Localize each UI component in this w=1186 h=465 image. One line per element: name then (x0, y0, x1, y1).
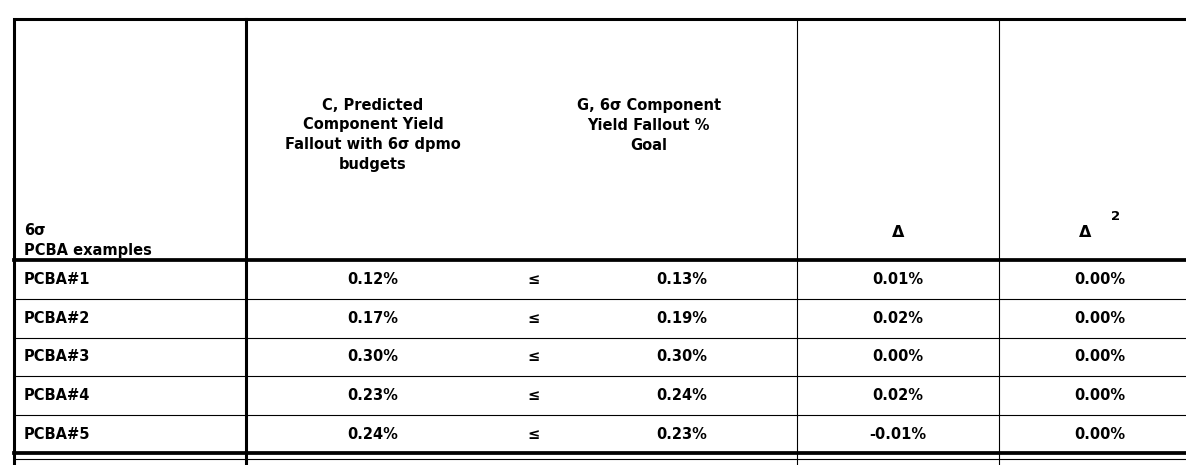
Text: 0.00%: 0.00% (1073, 388, 1126, 403)
Text: PCBA#1: PCBA#1 (24, 272, 90, 287)
Text: 0.12%: 0.12% (347, 272, 398, 287)
Text: 0.00%: 0.00% (1073, 349, 1126, 365)
Text: 0.24%: 0.24% (347, 426, 398, 442)
Text: 0.01%: 0.01% (872, 272, 924, 287)
Text: 0.30%: 0.30% (347, 349, 398, 365)
Text: ≤: ≤ (527, 272, 540, 287)
Text: PCBA#4: PCBA#4 (24, 388, 90, 403)
Text: ≤: ≤ (527, 311, 540, 326)
Text: 0.00%: 0.00% (1073, 272, 1126, 287)
Text: ≤: ≤ (527, 388, 540, 403)
Text: 0.30%: 0.30% (656, 349, 707, 365)
Text: 0.23%: 0.23% (656, 426, 707, 442)
Text: Δ: Δ (892, 225, 904, 240)
Text: 0.00%: 0.00% (1073, 426, 1126, 442)
Text: 0.17%: 0.17% (347, 311, 398, 326)
Text: ≤: ≤ (527, 426, 540, 442)
Text: 0.02%: 0.02% (872, 311, 924, 326)
Text: G, 6σ Component
Yield Fallout %
Goal: G, 6σ Component Yield Fallout % Goal (576, 98, 721, 153)
Text: 0.19%: 0.19% (656, 311, 707, 326)
Text: PCBA#2: PCBA#2 (24, 311, 90, 326)
Text: PCBA#3: PCBA#3 (24, 349, 90, 365)
Text: 0.24%: 0.24% (656, 388, 707, 403)
Text: ≤: ≤ (527, 349, 540, 365)
Text: 0.13%: 0.13% (656, 272, 707, 287)
Text: 2: 2 (1111, 210, 1121, 223)
Text: 0.02%: 0.02% (872, 388, 924, 403)
Text: 0.23%: 0.23% (347, 388, 398, 403)
Text: 0.00%: 0.00% (872, 349, 924, 365)
Text: Δ: Δ (1079, 225, 1091, 240)
Text: PCBA#5: PCBA#5 (24, 426, 90, 442)
Text: C, Predicted
Component Yield
Fallout with 6σ dpmo
budgets: C, Predicted Component Yield Fallout wit… (285, 98, 461, 172)
Text: -0.01%: -0.01% (869, 426, 926, 442)
Text: 6σ
PCBA examples: 6σ PCBA examples (24, 223, 152, 258)
Text: 0.00%: 0.00% (1073, 311, 1126, 326)
